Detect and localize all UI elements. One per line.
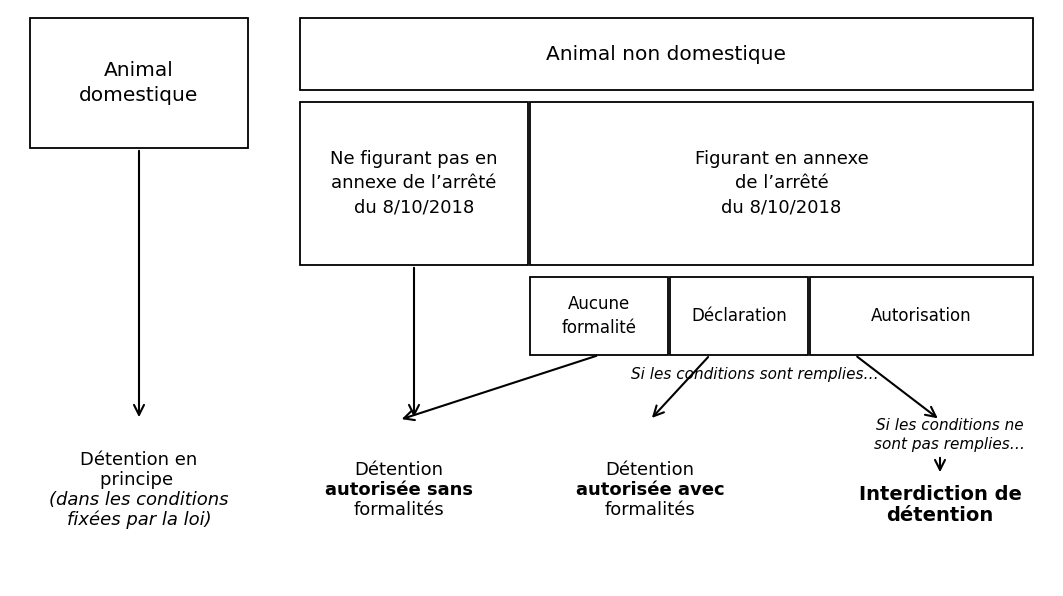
Bar: [30, 18, 248, 148]
Bar: [530, 277, 668, 355]
Bar: [300, 18, 1033, 90]
Text: Déclaration: Déclaration: [691, 307, 787, 325]
Text: Autorisation: Autorisation: [872, 307, 972, 325]
Text: détention: détention: [887, 507, 994, 525]
Bar: [530, 102, 1033, 265]
Text: Détention: Détention: [354, 461, 443, 479]
Text: autorisée sans: autorisée sans: [325, 481, 473, 499]
Bar: [300, 102, 528, 265]
Text: Détention en: Détention en: [81, 451, 198, 469]
Text: fixées par la loi): fixées par la loi): [67, 511, 212, 529]
Text: formalités: formalités: [605, 501, 695, 519]
Bar: [810, 277, 1033, 355]
Text: Animal non domestique: Animal non domestique: [546, 45, 787, 64]
Text: Détention: Détention: [606, 461, 694, 479]
Text: (dans les conditions: (dans les conditions: [49, 491, 229, 509]
Text: Interdiction de: Interdiction de: [859, 485, 1022, 504]
Text: Si les conditions sont remplies…: Si les conditions sont remplies…: [631, 367, 879, 381]
Text: Animal
domestique: Animal domestique: [80, 61, 199, 105]
Text: principe: principe: [100, 471, 179, 489]
Text: autorisée avec: autorisée avec: [576, 481, 724, 499]
Text: Aucune
formalité: Aucune formalité: [561, 295, 637, 337]
Bar: [670, 277, 808, 355]
Text: Ne figurant pas en
annexe de l’arrêté
du 8/10/2018: Ne figurant pas en annexe de l’arrêté du…: [331, 150, 497, 217]
Text: Figurant en annexe
de l’arrêté
du 8/10/2018: Figurant en annexe de l’arrêté du 8/10/2…: [694, 150, 868, 217]
Text: Si les conditions ne
sont pas remplies…: Si les conditions ne sont pas remplies…: [875, 418, 1026, 452]
Text: formalités: formalités: [354, 501, 444, 519]
